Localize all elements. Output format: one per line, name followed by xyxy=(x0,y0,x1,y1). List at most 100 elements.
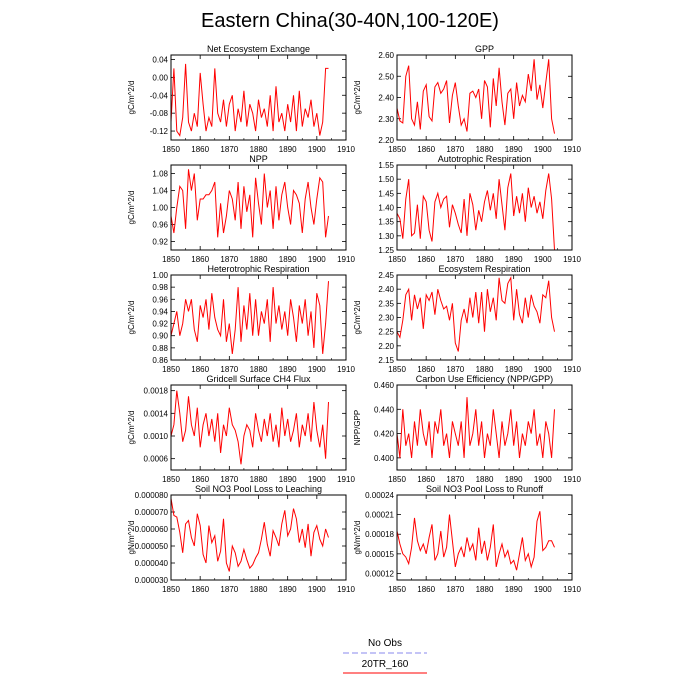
series-line-20tr-160 xyxy=(170,281,329,354)
x-tick-label: 1850 xyxy=(162,365,180,374)
y-tick-label: 1.08 xyxy=(152,170,168,179)
series-line-20tr-160 xyxy=(396,59,555,134)
legend-label-20tr-160: 20TR_160 xyxy=(362,659,409,670)
y-tick-label: 1.45 xyxy=(378,189,394,198)
panel-title: NPP xyxy=(249,154,268,164)
series-line-20tr-160 xyxy=(170,63,329,137)
y-tick-label: 0.94 xyxy=(152,307,168,316)
series-line-20tr-160 xyxy=(396,173,555,251)
y-axis-label: gC/m^2/d xyxy=(127,81,136,115)
panel-title: Soil NO3 Pool Loss to Runoff xyxy=(426,484,543,494)
x-tick-label: 1880 xyxy=(476,475,494,484)
x-tick-label: 1890 xyxy=(505,365,523,374)
y-tick-label: 1.00 xyxy=(152,271,168,280)
y-tick-label: 2.25 xyxy=(378,328,394,337)
y-tick-label: 0.92 xyxy=(152,238,168,247)
x-tick-label: 1890 xyxy=(505,145,523,154)
x-tick-label: 1860 xyxy=(417,585,435,594)
panel-gridcell-surface-ch4-flux: Gridcell Surface CH4 Flux 1850 1860 1870 188… xyxy=(127,374,355,484)
x-tick-label: 1870 xyxy=(220,365,238,374)
panel-title: GPP xyxy=(475,44,494,54)
x-tick-label: 1890 xyxy=(279,365,297,374)
y-tick-label: 0.04 xyxy=(152,55,168,64)
x-tick-label: 1850 xyxy=(162,475,180,484)
y-tick-label: -0.04 xyxy=(150,91,169,100)
plot-frame xyxy=(396,164,573,251)
y-tick-label: 0.0014 xyxy=(144,409,169,418)
plot-frame xyxy=(396,494,573,581)
legend-label-no-obs: No Obs xyxy=(368,638,402,649)
x-tick-label: 1870 xyxy=(446,585,464,594)
panel-soil-no3-pool-loss-to-leaching: Soil NO3 Pool Loss to Leaching 1850 1860 18… xyxy=(127,484,355,594)
panel-autotrophic-respiration: Autotrophic Respiration 1850 1860 1870 1880 1… xyxy=(378,154,581,264)
x-tick-label: 1910 xyxy=(337,585,355,594)
y-tick-label: -0.12 xyxy=(150,127,169,136)
x-tick-label: 1850 xyxy=(388,585,406,594)
y-tick-label: 1.00 xyxy=(152,204,168,213)
x-tick-label: 1870 xyxy=(220,585,238,594)
panel-npp: NPP 1850 1860 1870 1880 1890 1900 1910 0.92 0.96 1… xyxy=(127,154,355,264)
x-tick-label: 1870 xyxy=(446,145,464,154)
y-tick-label: 2.60 xyxy=(378,51,394,60)
x-tick-label: 1890 xyxy=(279,145,297,154)
panel-title: Heterotrophic Respiration xyxy=(207,264,309,274)
x-tick-label: 1910 xyxy=(563,365,581,374)
plot-frame xyxy=(170,494,347,581)
x-tick-label: 1860 xyxy=(417,145,435,154)
y-tick-label: 0.90 xyxy=(152,332,168,341)
x-tick-label: 1910 xyxy=(563,585,581,594)
x-tick-label: 1910 xyxy=(563,145,581,154)
y-tick-label: 1.40 xyxy=(378,204,394,213)
x-tick-label: 1890 xyxy=(505,255,523,264)
y-tick-label: 0.420 xyxy=(374,430,395,439)
panel-title: Carbon Use Efficiency (NPP/GPP) xyxy=(416,374,553,384)
x-tick-label: 1900 xyxy=(308,475,326,484)
panel-title: Gridcell Surface CH4 Flux xyxy=(206,374,311,384)
x-tick-label: 1880 xyxy=(476,145,494,154)
x-tick-label: 1900 xyxy=(534,475,552,484)
panel-net-ecosystem-exchange: Net Ecosystem Exchange 1850 1860 1870 1880 18… xyxy=(127,44,355,154)
x-tick-label: 1860 xyxy=(417,255,435,264)
x-tick-label: 1900 xyxy=(308,255,326,264)
y-tick-label: 0.88 xyxy=(152,344,168,353)
y-tick-label: 2.35 xyxy=(378,299,394,308)
y-tick-label: 0.000050 xyxy=(135,542,169,551)
x-tick-label: 1860 xyxy=(191,585,209,594)
y-axis-label: gN/m^2/d xyxy=(127,521,136,555)
y-tick-label: 0.00024 xyxy=(365,491,394,500)
x-tick-label: 1900 xyxy=(308,365,326,374)
panel-heterotrophic-respiration: Heterotrophic Respiration 1850 1860 1870 188… xyxy=(127,264,355,374)
plot-frame xyxy=(170,164,347,251)
y-tick-label: 0.0018 xyxy=(144,387,169,396)
x-tick-label: 1860 xyxy=(417,475,435,484)
x-tick-label: 1910 xyxy=(337,255,355,264)
panel-title: Ecosystem Respiration xyxy=(438,264,530,274)
x-tick-label: 1910 xyxy=(337,145,355,154)
x-tick-label: 1870 xyxy=(220,255,238,264)
plot-frame xyxy=(396,384,573,471)
y-tick-label: -0.08 xyxy=(150,109,169,118)
x-tick-label: 1870 xyxy=(446,255,464,264)
y-tick-label: 2.30 xyxy=(378,115,394,124)
y-tick-label: 0.00015 xyxy=(365,550,394,559)
x-tick-label: 1880 xyxy=(250,475,268,484)
panel-soil-no3-pool-loss-to-runoff: Soil NO3 Pool Loss to Runoff 1850 1860 1870… xyxy=(353,484,581,594)
y-tick-label: 0.0006 xyxy=(144,455,169,464)
plot-frame xyxy=(170,384,347,471)
x-tick-label: 1880 xyxy=(476,365,494,374)
y-tick-label: 0.0010 xyxy=(144,432,169,441)
y-axis-label: gC/m^2/d xyxy=(127,301,136,335)
y-axis-label: gC/m^2/d xyxy=(353,81,362,115)
x-tick-label: 1850 xyxy=(162,145,180,154)
panel-ecosystem-respiration: Ecosystem Respiration 1850 1860 1870 1880 189… xyxy=(353,264,581,374)
x-tick-label: 1880 xyxy=(250,365,268,374)
y-axis-label: gC/m^2/d xyxy=(127,411,136,445)
x-tick-label: 1890 xyxy=(505,585,523,594)
y-tick-label: 2.50 xyxy=(378,72,394,81)
x-tick-label: 1880 xyxy=(250,585,268,594)
x-tick-label: 1850 xyxy=(388,365,406,374)
y-axis-label: NPP/GPP xyxy=(353,410,362,446)
y-tick-label: 0.96 xyxy=(152,221,168,230)
x-tick-label: 1910 xyxy=(563,475,581,484)
